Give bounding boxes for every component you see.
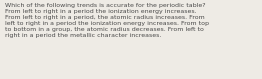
Text: Which of the following trends is accurate for the periodic table?
From left to r: Which of the following trends is accurat… [5, 3, 209, 38]
